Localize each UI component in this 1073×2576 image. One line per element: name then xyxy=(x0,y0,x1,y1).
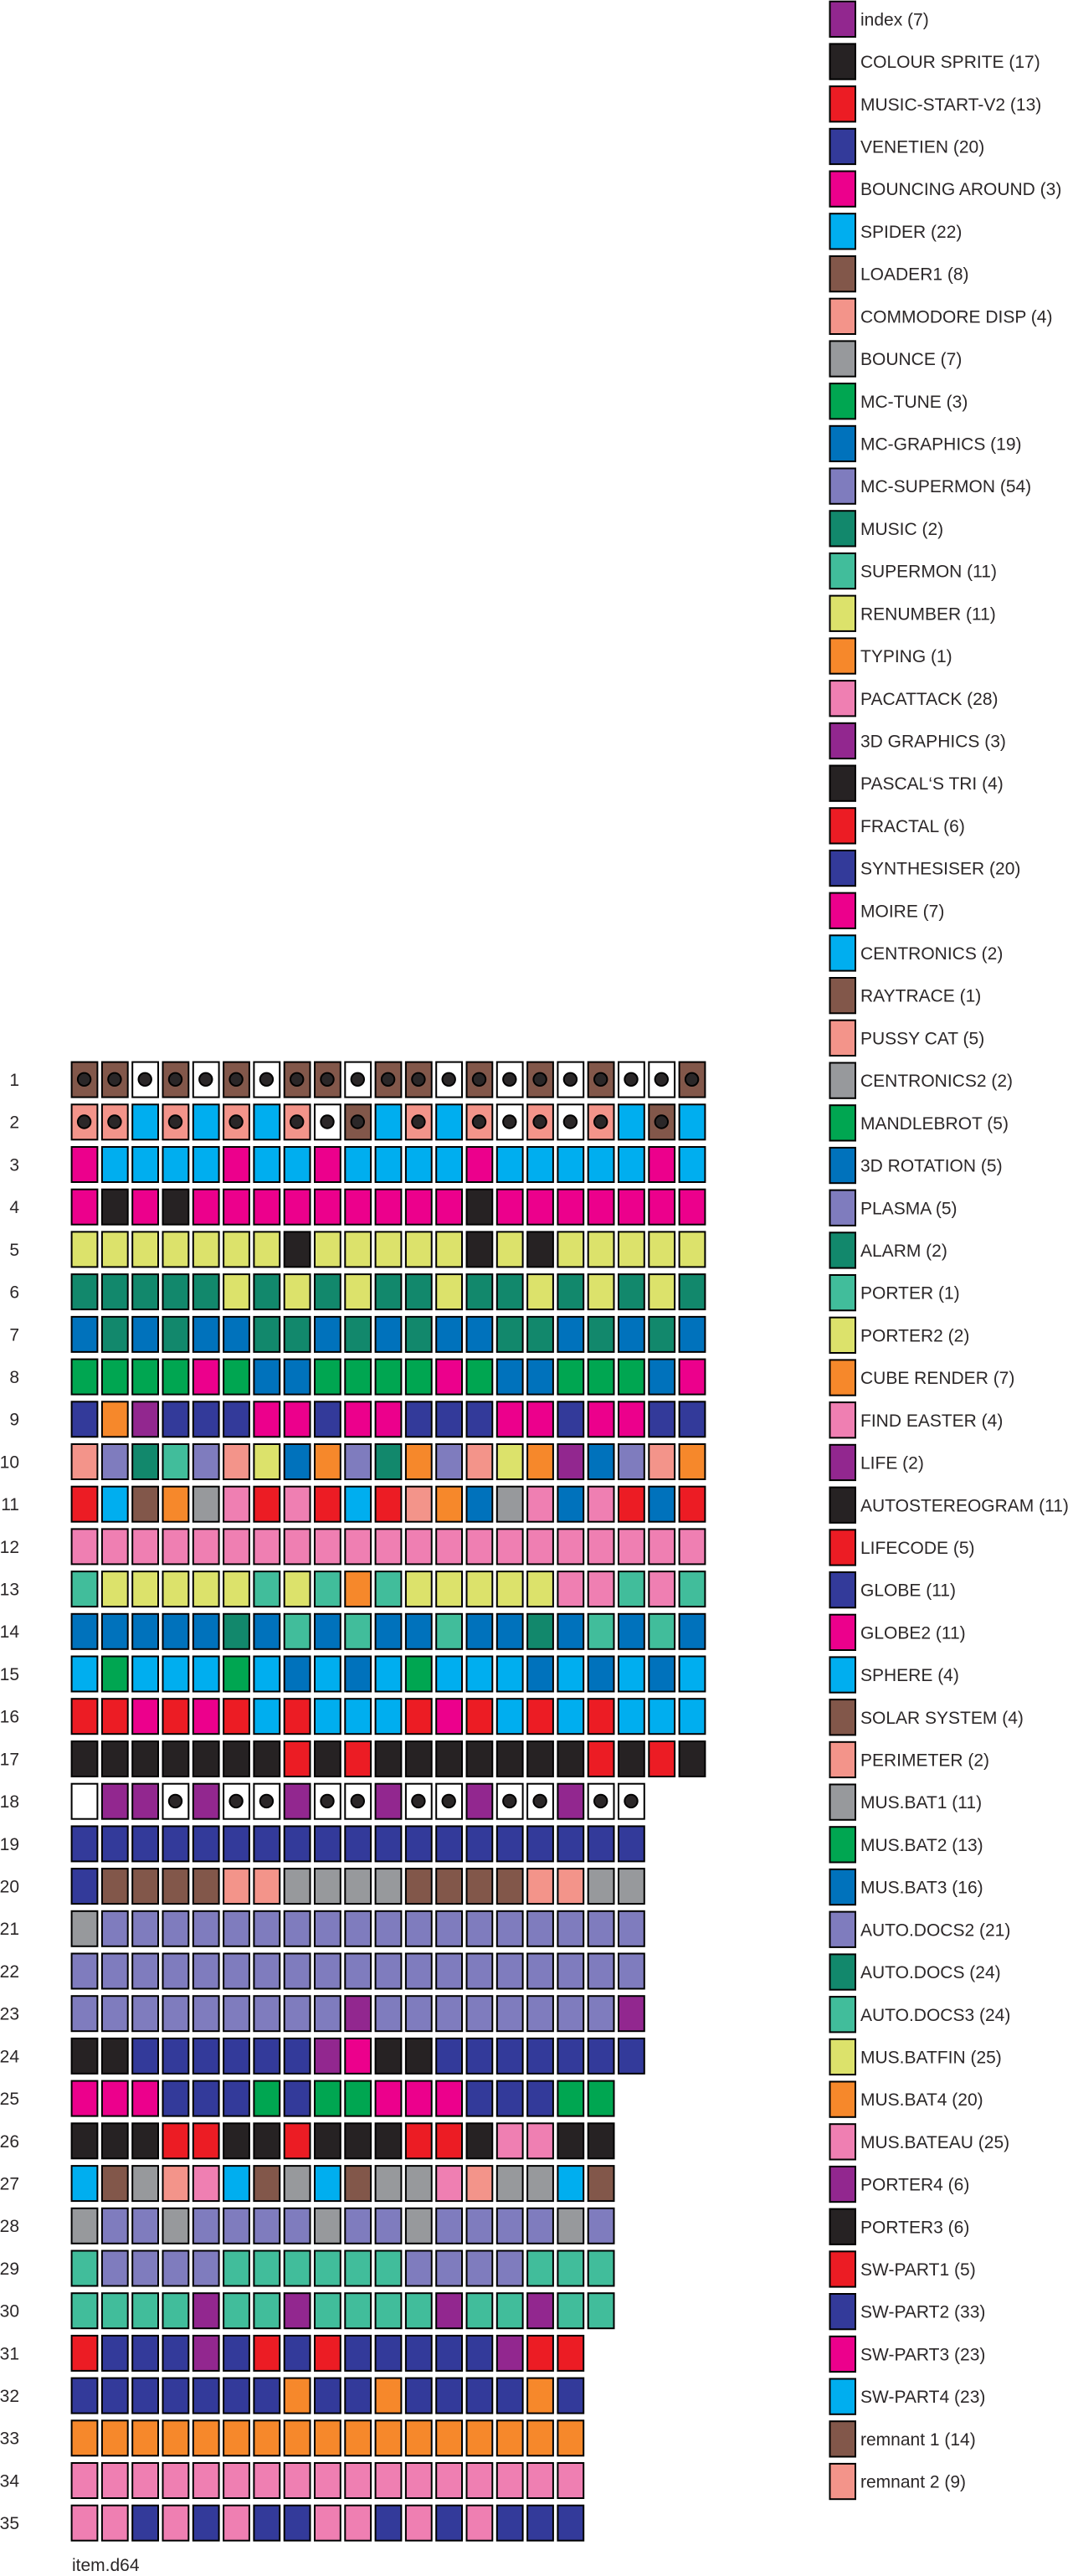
svg-text:8: 8 xyxy=(9,1368,19,1387)
svg-text:13: 13 xyxy=(0,1581,19,1600)
svg-text:4: 4 xyxy=(9,1198,19,1217)
svg-text:7: 7 xyxy=(9,1325,19,1345)
svg-text:MUSIC (2): MUSIC (2) xyxy=(860,520,943,539)
svg-text:MC-GRAPHICS (19): MC-GRAPHICS (19) xyxy=(860,435,1022,455)
svg-text:SW-PART3 (23): SW-PART3 (23) xyxy=(860,2345,985,2364)
svg-text:28: 28 xyxy=(0,2217,19,2236)
svg-text:MC-TUNE (3): MC-TUNE (3) xyxy=(860,393,968,412)
svg-text:35: 35 xyxy=(0,2514,19,2533)
svg-text:FRACTAL (6): FRACTAL (6) xyxy=(860,817,965,836)
svg-text:3: 3 xyxy=(9,1155,19,1175)
svg-text:PLASMA (5): PLASMA (5) xyxy=(860,1199,957,1218)
svg-text:PASCAL‘S TRI (4): PASCAL‘S TRI (4) xyxy=(860,774,1004,794)
svg-text:SOLAR SYSTEM (4): SOLAR SYSTEM (4) xyxy=(860,1709,1024,1728)
svg-text:PORTER2 (2): PORTER2 (2) xyxy=(860,1326,969,1345)
svg-text:MUS.BAT1 (11): MUS.BAT1 (11) xyxy=(860,1793,982,1812)
svg-text:CENTRONICS2 (2): CENTRONICS2 (2) xyxy=(860,1072,1013,1091)
svg-text:17: 17 xyxy=(0,1750,19,1769)
svg-text:PORTER4 (6): PORTER4 (6) xyxy=(860,2176,969,2195)
svg-text:29: 29 xyxy=(0,2260,19,2279)
svg-text:COMMODORE DISP (4): COMMODORE DISP (4) xyxy=(860,307,1052,326)
svg-text:AUTO.DOCS3 (24): AUTO.DOCS3 (24) xyxy=(860,2006,1010,2025)
svg-text:SW-PART2 (33): SW-PART2 (33) xyxy=(860,2303,985,2322)
svg-text:1: 1 xyxy=(9,1071,19,1090)
svg-text:34: 34 xyxy=(0,2471,19,2491)
svg-text:LIFE (2): LIFE (2) xyxy=(860,1454,924,1473)
svg-text:SW-PART1 (5): SW-PART1 (5) xyxy=(860,2260,976,2280)
svg-text:19: 19 xyxy=(0,1835,19,1854)
svg-text:6: 6 xyxy=(9,1283,19,1303)
svg-text:RENUMBER (11): RENUMBER (11) xyxy=(860,604,996,624)
svg-text:SUPERMON (11): SUPERMON (11) xyxy=(860,563,997,582)
svg-text:CUBE RENDER (7): CUBE RENDER (7) xyxy=(860,1369,1014,1388)
svg-text:30: 30 xyxy=(0,2302,19,2321)
svg-text:VENETIEN (20): VENETIEN (20) xyxy=(860,138,984,157)
svg-text:9: 9 xyxy=(9,1411,19,1430)
svg-text:10: 10 xyxy=(0,1453,19,1472)
svg-text:MC-SUPERMON (54): MC-SUPERMON (54) xyxy=(860,477,1031,496)
svg-text:GLOBE2 (11): GLOBE2 (11) xyxy=(860,1623,966,1643)
svg-text:SYNTHESISER (20): SYNTHESISER (20) xyxy=(860,860,1020,879)
svg-text:index (7): index (7) xyxy=(860,10,929,29)
svg-text:18: 18 xyxy=(0,1792,19,1812)
svg-text:SW-PART4 (23): SW-PART4 (23) xyxy=(860,2388,985,2407)
svg-text:5: 5 xyxy=(9,1241,19,1260)
svg-text:item.d64: item.d64 xyxy=(72,2556,140,2575)
svg-text:22: 22 xyxy=(0,1962,19,1982)
svg-text:25: 25 xyxy=(0,2090,19,2109)
svg-text:MUS.BATFIN (25): MUS.BATFIN (25) xyxy=(860,2049,1002,2068)
svg-text:3D ROTATION (5): 3D ROTATION (5) xyxy=(860,1157,1003,1176)
svg-text:3D GRAPHICS (3): 3D GRAPHICS (3) xyxy=(860,733,1006,752)
svg-text:PERIMETER (2): PERIMETER (2) xyxy=(860,1751,989,1771)
svg-text:LIFECODE (5): LIFECODE (5) xyxy=(860,1539,975,1558)
svg-text:MUS.BAT3 (16): MUS.BAT3 (16) xyxy=(860,1879,983,1898)
svg-text:PORTER (1): PORTER (1) xyxy=(860,1284,960,1303)
svg-text:12: 12 xyxy=(0,1538,19,1557)
svg-text:PORTER3 (6): PORTER3 (6) xyxy=(860,2218,969,2237)
svg-text:MUS.BAT4 (20): MUS.BAT4 (20) xyxy=(860,2090,983,2110)
svg-text:MUS.BAT2 (13): MUS.BAT2 (13) xyxy=(860,1836,983,1855)
svg-text:2: 2 xyxy=(9,1113,19,1133)
svg-text:33: 33 xyxy=(0,2429,19,2449)
svg-text:11: 11 xyxy=(1,1495,19,1514)
svg-text:MOIRE (7): MOIRE (7) xyxy=(860,902,944,921)
svg-text:31: 31 xyxy=(0,2344,19,2363)
svg-text:RAYTRACE (1): RAYTRACE (1) xyxy=(860,987,981,1006)
svg-text:24: 24 xyxy=(0,2047,19,2066)
svg-text:PACATTACK (28): PACATTACK (28) xyxy=(860,690,999,709)
svg-text:ALARM (2): ALARM (2) xyxy=(860,1242,947,1261)
svg-text:CENTRONICS (2): CENTRONICS (2) xyxy=(860,944,1003,964)
svg-text:16: 16 xyxy=(0,1708,19,1727)
svg-text:MANDLEBROT (5): MANDLEBROT (5) xyxy=(860,1114,1009,1134)
svg-text:14: 14 xyxy=(0,1622,19,1642)
svg-text:26: 26 xyxy=(0,2132,19,2152)
svg-text:SPIDER (22): SPIDER (22) xyxy=(860,223,962,242)
svg-text:27: 27 xyxy=(0,2175,19,2194)
svg-text:FIND EASTER (4): FIND EASTER (4) xyxy=(860,1411,1003,1431)
svg-text:COLOUR SPRITE (17): COLOUR SPRITE (17) xyxy=(860,53,1040,72)
svg-text:remnant 1 (14): remnant 1 (14) xyxy=(860,2430,976,2450)
svg-text:LOADER1 (8): LOADER1 (8) xyxy=(860,265,969,285)
svg-text:BOUNCE (7): BOUNCE (7) xyxy=(860,350,962,369)
svg-text:23: 23 xyxy=(0,2005,19,2024)
svg-text:MUS.BATEAU (25): MUS.BATEAU (25) xyxy=(860,2133,1009,2152)
svg-text:BOUNCING AROUND (3): BOUNCING AROUND (3) xyxy=(860,180,1061,199)
svg-text:TYPING (1): TYPING (1) xyxy=(860,647,952,666)
svg-text:remnant 2 (9): remnant 2 (9) xyxy=(860,2473,966,2492)
svg-text:MUSIC-START-V2 (13): MUSIC-START-V2 (13) xyxy=(860,95,1041,115)
svg-text:GLOBE (11): GLOBE (11) xyxy=(860,1581,956,1601)
svg-text:15: 15 xyxy=(0,1665,19,1684)
svg-text:21: 21 xyxy=(0,1920,19,1939)
svg-text:PUSSY CAT (5): PUSSY CAT (5) xyxy=(860,1029,984,1048)
svg-text:AUTOSTEREOGRAM (11): AUTOSTEREOGRAM (11) xyxy=(860,1496,1069,1515)
svg-text:32: 32 xyxy=(0,2387,19,2406)
svg-text:20: 20 xyxy=(0,1878,19,1897)
svg-text:AUTO.DOCS2 (21): AUTO.DOCS2 (21) xyxy=(860,1920,1010,1940)
svg-text:SPHERE (4): SPHERE (4) xyxy=(860,1666,959,1685)
svg-text:AUTO.DOCS (24): AUTO.DOCS (24) xyxy=(860,1963,1001,1982)
